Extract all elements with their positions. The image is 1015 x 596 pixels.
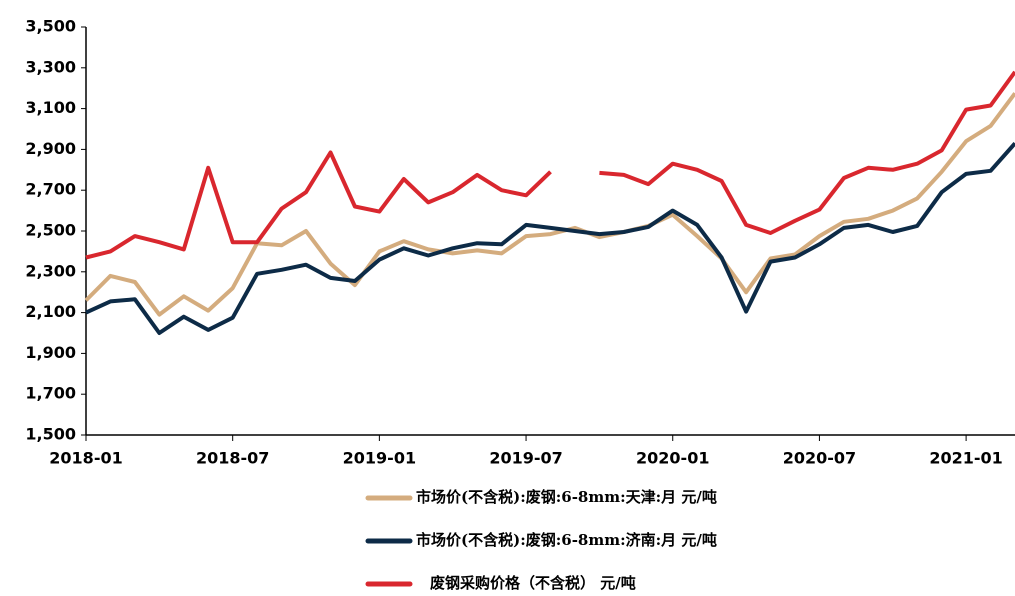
y-tick-label: 3,300	[25, 57, 76, 76]
x-tick-label: 2020-01	[636, 449, 709, 468]
y-tick-label: 2,700	[25, 180, 76, 199]
y-tick-label: 1,500	[25, 425, 76, 444]
x-tick-label: 2018-07	[196, 449, 269, 468]
series-line	[85, 141, 1015, 335]
x-tick-label: 2019-01	[343, 449, 416, 468]
y-tick-label: 3,100	[25, 98, 76, 117]
y-tick-label: 3,500	[25, 17, 76, 36]
x-tick-label: 2020-07	[783, 449, 856, 468]
y-tick-label: 1,900	[25, 343, 76, 362]
y-tick-label: 2,500	[25, 221, 76, 240]
y-tick-label: 1,700	[25, 384, 76, 403]
series-line	[84, 92, 1015, 317]
legend-label: 废钢采购价格（不含税） 元/吨	[430, 574, 636, 592]
y-tick-label: 2,900	[25, 139, 76, 158]
legend-label: 市场价(不含税):废钢:6-8mm:济南:月 元/吨	[416, 531, 717, 549]
x-tick-label: 2019-07	[489, 449, 562, 468]
y-tick-label: 2,100	[25, 302, 76, 321]
x-tick-label: 2021-01	[929, 449, 1002, 468]
y-tick-label: 2,300	[25, 261, 76, 280]
x-tick-label: 2018-01	[49, 449, 122, 468]
series-line	[85, 70, 1015, 260]
legend-label: 市场价(不含税):废钢:6-8mm:天津:月 元/吨	[416, 488, 717, 506]
